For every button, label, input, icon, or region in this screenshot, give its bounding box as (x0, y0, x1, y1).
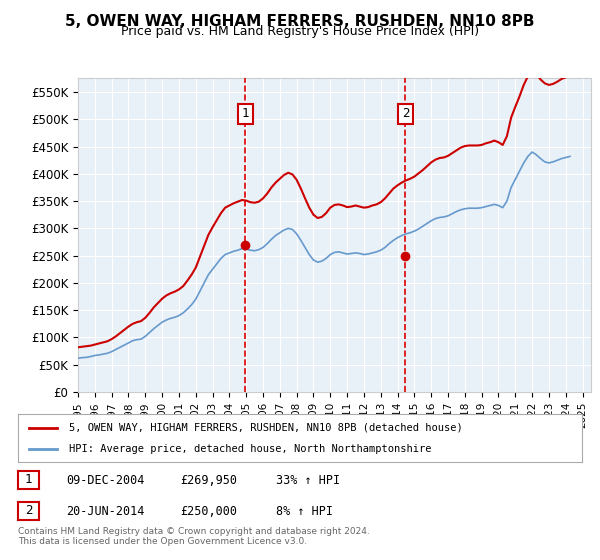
Text: Contains HM Land Registry data © Crown copyright and database right 2024.
This d: Contains HM Land Registry data © Crown c… (18, 526, 370, 546)
Text: 09-DEC-2004: 09-DEC-2004 (66, 474, 145, 487)
Text: 33% ↑ HPI: 33% ↑ HPI (276, 474, 340, 487)
Text: 1: 1 (25, 473, 32, 487)
Text: 2: 2 (402, 108, 409, 120)
Text: £250,000: £250,000 (180, 505, 237, 518)
Text: HPI: Average price, detached house, North Northamptonshire: HPI: Average price, detached house, Nort… (69, 444, 431, 454)
Text: £269,950: £269,950 (180, 474, 237, 487)
Text: 8% ↑ HPI: 8% ↑ HPI (276, 505, 333, 518)
Text: 5, OWEN WAY, HIGHAM FERRERS, RUSHDEN, NN10 8PB (detached house): 5, OWEN WAY, HIGHAM FERRERS, RUSHDEN, NN… (69, 423, 463, 433)
Text: Price paid vs. HM Land Registry's House Price Index (HPI): Price paid vs. HM Land Registry's House … (121, 25, 479, 38)
Text: 2: 2 (25, 504, 32, 517)
Text: 1: 1 (241, 108, 249, 120)
Text: 5, OWEN WAY, HIGHAM FERRERS, RUSHDEN, NN10 8PB: 5, OWEN WAY, HIGHAM FERRERS, RUSHDEN, NN… (65, 14, 535, 29)
Text: 20-JUN-2014: 20-JUN-2014 (66, 505, 145, 518)
